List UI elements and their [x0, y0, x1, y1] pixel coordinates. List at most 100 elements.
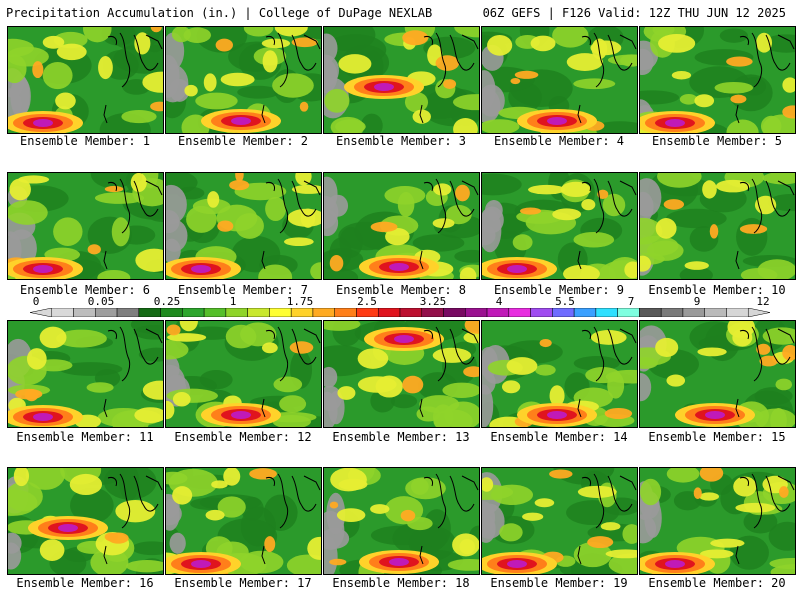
colorbar-swatch — [639, 308, 662, 317]
colorbar-swatch — [399, 308, 423, 317]
ensemble-member-map-12 — [165, 320, 322, 428]
precip-field — [8, 321, 163, 427]
colorbar-swatch — [486, 308, 510, 317]
map-title: Precipitation Accumulation (in.) | Colle… — [6, 6, 433, 20]
precip-field — [324, 27, 479, 133]
colorbar-tick-label: 4 — [495, 295, 503, 308]
colorbar-swatch — [290, 308, 314, 317]
ensemble-member-map-10 — [639, 172, 796, 280]
colorbar-tick-label: 0.05 — [87, 295, 115, 308]
precip-field — [482, 468, 637, 574]
colorbar-swatch — [182, 308, 205, 317]
ensemble-member-label: Ensemble Member: 12 — [174, 430, 312, 444]
ensemble-member-map-20 — [639, 467, 796, 575]
ensemble-member-map-3 — [323, 26, 480, 134]
ensemble-member-label: Ensemble Member: 16 — [16, 576, 154, 590]
precip-field — [640, 173, 795, 279]
colorbar-swatch — [595, 308, 618, 317]
colorbar-min-arrow — [30, 308, 53, 317]
ensemble-member-label: Ensemble Member: 8 — [335, 283, 467, 297]
colorbar-swatch — [377, 308, 401, 317]
colorbar-tick-label: 0 — [32, 295, 40, 308]
ensemble-member-label: Ensemble Member: 19 — [490, 576, 628, 590]
ensemble-member-label: Ensemble Member: 10 — [648, 283, 786, 297]
precip-field — [482, 27, 637, 133]
precip-field — [324, 176, 479, 279]
colorbar-tick-label: 0.25 — [153, 295, 181, 308]
colorbar-swatch — [421, 308, 444, 317]
ensemble-member-label: Ensemble Member: 11 — [16, 430, 154, 444]
ensemble-member-label: Ensemble Member: 1 — [19, 134, 151, 148]
precip-field — [640, 468, 795, 574]
colorbar-swatch — [116, 308, 140, 317]
ensemble-member-label: Ensemble Member: 18 — [332, 576, 470, 590]
ensemble-member-map-14 — [481, 320, 638, 428]
ensemble-member-map-6 — [7, 172, 164, 280]
precip-field — [8, 468, 163, 574]
colorbar-tick-label: 12 — [756, 295, 770, 308]
ensemble-member-map-9 — [481, 172, 638, 280]
ensemble-member-map-18 — [323, 467, 480, 575]
ensemble-member-label: Ensemble Member: 14 — [490, 430, 628, 444]
precip-field — [324, 321, 479, 427]
colorbar-swatch — [508, 308, 531, 317]
colorbar-swatch — [269, 308, 292, 317]
precip-field — [640, 27, 795, 133]
ensemble-member-map-5 — [639, 26, 796, 134]
colorbar-swatch — [51, 308, 74, 317]
precip-field — [166, 27, 321, 133]
ensemble-member-label: Ensemble Member: 3 — [335, 134, 467, 148]
precip-colorbar — [30, 308, 770, 317]
colorbar-tick-label: 2.5 — [357, 295, 377, 308]
colorbar-tick-label: 1 — [229, 295, 237, 308]
precip-field — [166, 468, 321, 574]
ensemble-member-map-11 — [7, 320, 164, 428]
ensemble-member-label: Ensemble Member: 4 — [493, 134, 625, 148]
ensemble-member-map-1 — [7, 26, 164, 134]
colorbar-swatch — [356, 308, 379, 317]
run-valid-time: 06Z GEFS | F126 Valid: 12Z THU JUN 12 20… — [482, 6, 786, 20]
ensemble-member-label: Ensemble Member: 17 — [174, 576, 312, 590]
colorbar-swatch — [573, 308, 597, 317]
precip-field — [324, 468, 479, 574]
colorbar-swatch — [465, 308, 488, 317]
colorbar-swatch — [95, 308, 118, 317]
ensemble-member-map-2 — [165, 26, 322, 134]
ensemble-member-label: Ensemble Member: 15 — [648, 430, 786, 444]
colorbar-swatch — [247, 308, 270, 317]
colorbar-tick-label: 5.5 — [555, 295, 575, 308]
colorbar-swatch — [73, 308, 96, 317]
ensemble-member-map-16 — [7, 467, 164, 575]
ensemble-member-label: Ensemble Member: 13 — [332, 430, 470, 444]
precip-field — [482, 173, 637, 279]
colorbar-swatch — [334, 308, 357, 317]
colorbar-swatch — [552, 308, 575, 317]
ensemble-member-map-8 — [323, 172, 480, 280]
ensemble-member-map-17 — [165, 467, 322, 575]
colorbar-swatch — [203, 308, 227, 317]
ensemble-member-label: Ensemble Member: 9 — [493, 283, 625, 297]
ensemble-member-label: Ensemble Member: 2 — [177, 134, 309, 148]
ensemble-member-label: Ensemble Member: 20 — [648, 576, 786, 590]
ensemble-member-map-4 — [481, 26, 638, 134]
colorbar-tick-label: 1.75 — [286, 295, 314, 308]
ensemble-member-map-13 — [323, 320, 480, 428]
precip-field — [8, 27, 163, 133]
colorbar-swatch — [682, 308, 705, 317]
colorbar-swatch — [225, 308, 248, 317]
ensemble-member-label: Ensemble Member: 7 — [177, 283, 309, 297]
colorbar-max-arrow — [747, 308, 770, 317]
ensemble-member-map-7 — [165, 172, 322, 280]
precip-field — [166, 173, 321, 279]
ensemble-member-map-19 — [481, 467, 638, 575]
precip-field — [8, 173, 163, 279]
ensemble-member-map-15 — [639, 320, 796, 428]
colorbar-swatch — [530, 308, 553, 317]
precip-field — [640, 321, 795, 427]
colorbar-tick-label: 3.25 — [419, 295, 447, 308]
ensemble-member-label: Ensemble Member: 6 — [19, 283, 151, 297]
colorbar-swatch — [312, 308, 335, 317]
colorbar-swatch — [660, 308, 684, 317]
colorbar-swatch — [138, 308, 161, 317]
colorbar-swatch — [726, 308, 749, 317]
